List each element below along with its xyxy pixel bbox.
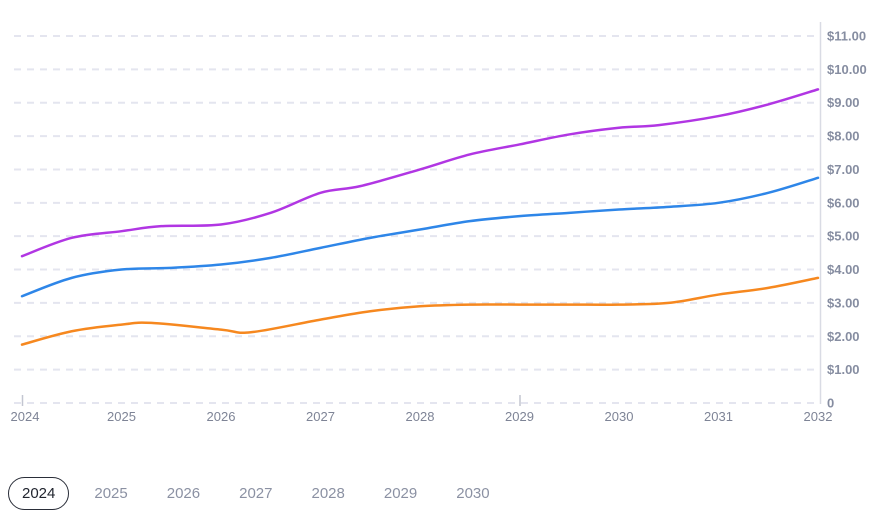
x-axis-tick-label: 2032	[804, 409, 833, 424]
price-forecast-chart: 0 $1.00 $2.00 $3.00 $4.00 $5.00 $6.00 $7.00 $8.0…	[11, 22, 867, 424]
x-axis-tick-label: 2024	[11, 409, 40, 424]
series-blue-line	[20, 176, 820, 298]
x-axis-tick-label: 2025	[107, 409, 136, 424]
year-selector: 2024 2025 2026 2027 2028 2029 2030	[8, 477, 877, 510]
y-axis-tick-label: $7.00	[827, 162, 860, 177]
y-axis-tick-label: $9.00	[827, 95, 860, 110]
y-axis-tick-label: $6.00	[827, 195, 860, 210]
y-axis-tick-label: $2.00	[827, 329, 860, 344]
x-axis-tick-label: 2030	[605, 409, 634, 424]
year-pill-2025[interactable]: 2025	[80, 477, 141, 510]
y-axis-tick-label: 0	[827, 396, 834, 411]
series-purple-line	[20, 88, 820, 258]
y-axis-tick-label: $5.00	[827, 229, 860, 244]
year-pill-2028[interactable]: 2028	[298, 477, 359, 510]
x-axis-tick-label: 2028	[406, 409, 435, 424]
x-axis-tick-label: 2029	[505, 409, 534, 424]
year-pill-2026[interactable]: 2026	[153, 477, 214, 510]
y-axis-tick-label: $1.00	[827, 362, 860, 377]
x-axis-tick-label: 2027	[306, 409, 335, 424]
x-axis-tick-label: 2026	[207, 409, 236, 424]
price-chart-svg: 0 $1.00 $2.00 $3.00 $4.00 $5.00 $6.00 $7.00 $8.0…	[11, 22, 867, 424]
year-pill-2029[interactable]: 2029	[370, 477, 431, 510]
x-axis-tick-label: 2031	[704, 409, 733, 424]
year-pill-2030[interactable]: 2030	[442, 477, 503, 510]
y-axis-tick-label: $11.00	[827, 29, 866, 44]
series-orange-line	[20, 276, 820, 346]
y-axis-tick-label: $3.00	[827, 295, 860, 310]
year-pill-2024[interactable]: 2024	[8, 477, 70, 510]
y-axis-tick-label: $8.00	[827, 129, 860, 144]
y-axis-tick-label: $10.00	[827, 62, 867, 77]
year-pill-2027[interactable]: 2027	[225, 477, 286, 510]
y-axis-tick-label: $4.00	[827, 262, 860, 277]
